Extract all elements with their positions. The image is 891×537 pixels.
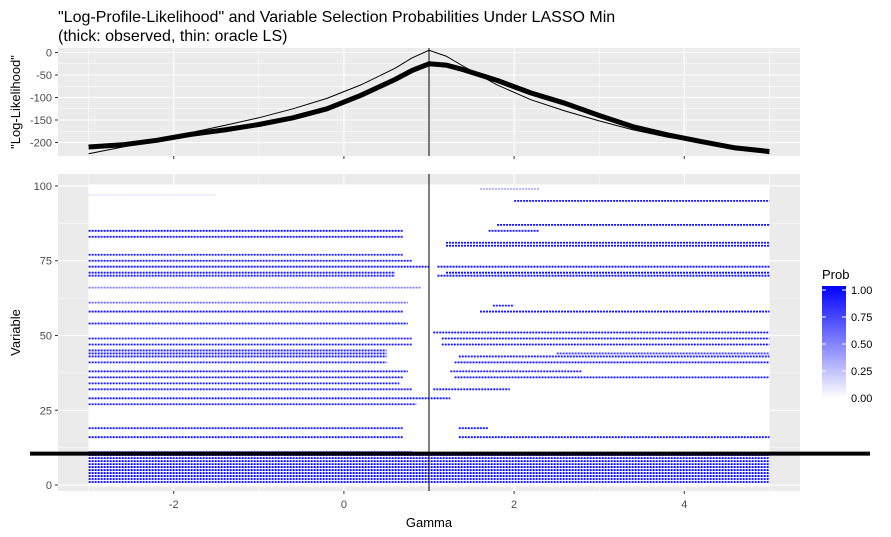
legend-tick-label: 0.00	[851, 393, 872, 405]
legend-colorbar	[822, 286, 846, 398]
gamma-x-axis-title: Gamma	[406, 515, 453, 530]
y-tick-label: 0	[46, 48, 52, 60]
x-tick-label: 2	[511, 499, 517, 511]
y-tick-label: -150	[30, 115, 52, 127]
chart-subtitle: (thick: observed, thin: oracle LS)	[58, 28, 287, 45]
x-tick-label: -2	[169, 499, 179, 511]
legend-tick-label: 0.50	[851, 339, 872, 351]
prob-legend: Prob 1.00 0.75 0.50 0.25 0.00	[822, 267, 872, 405]
likelihood-y-ticks: 0 -50 -100 -150 -200	[30, 48, 58, 150]
selection-panel: 0 25 50 75 100	[30, 174, 870, 492]
variable-y-axis-title: Variable	[8, 309, 23, 356]
likelihood-panel: 0 -50 -100 -150 -200	[30, 48, 800, 156]
legend-tick-label: 1.00	[851, 285, 872, 297]
y-tick-label: -200	[30, 138, 52, 150]
y-tick-label: 50	[40, 330, 52, 342]
legend-tick-label: 0.75	[851, 312, 872, 324]
likelihood-y-axis-title: "Log-Likelihood"	[8, 55, 23, 149]
x-tick-label: 0	[341, 499, 347, 511]
legend-title: Prob	[822, 267, 849, 282]
y-tick-label: -100	[30, 93, 52, 105]
y-tick-label: 0	[46, 480, 52, 492]
y-tick-label: -50	[36, 70, 52, 82]
y-tick-label: 100	[34, 181, 52, 193]
x-tick-label: 4	[681, 499, 687, 511]
heatmap-segments	[88, 188, 770, 483]
legend-ticks: 1.00 0.75 0.50 0.25 0.00	[822, 285, 872, 405]
legend-tick-label: 0.25	[851, 366, 872, 378]
chart-title: "Log-Profile-Likelihood" and Variable Se…	[58, 9, 615, 26]
gamma-x-ticks: -2 0 2 4	[169, 156, 687, 511]
y-tick-label: 25	[40, 405, 52, 417]
variable-y-ticks: 0 25 50 75 100	[34, 181, 58, 492]
y-tick-label: 75	[40, 256, 52, 268]
